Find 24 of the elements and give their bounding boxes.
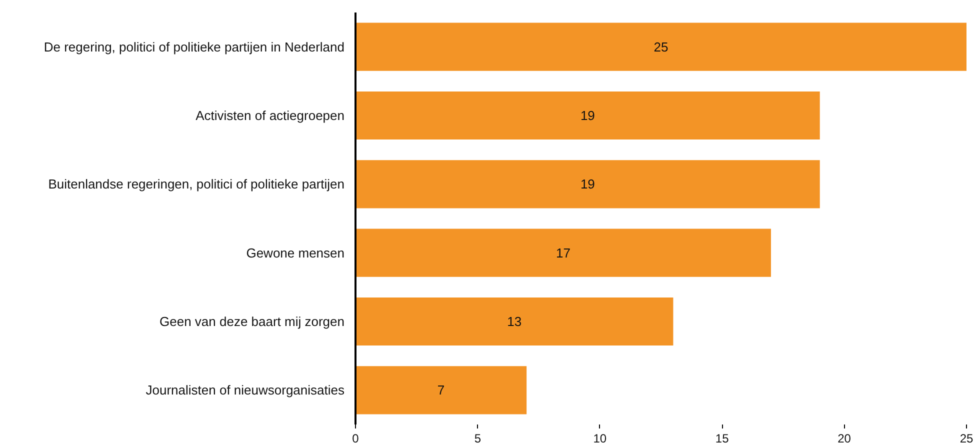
bar	[356, 297, 674, 346]
bar	[356, 22, 966, 71]
x-tick-label: 20	[838, 432, 852, 446]
y-tick-label: Gewone mensen	[246, 245, 344, 260]
bar	[356, 366, 527, 414]
x-tick-label: 10	[593, 432, 607, 446]
y-tick-label: Activisten of actiegroepen	[196, 108, 345, 123]
data-label: 19	[580, 176, 595, 192]
bar	[356, 91, 820, 140]
bar	[356, 228, 771, 277]
y-tick-label: Geen van deze baart mij zorgen	[160, 314, 345, 329]
y-tick-label: De regering, politici of politieke partijen in Nederland	[44, 39, 345, 54]
data-label: 17	[556, 245, 570, 260]
data-label: 13	[507, 314, 522, 329]
x-tick-label: 25	[960, 432, 974, 446]
y-tick-label: Journalisten of nieuwsorganisaties	[146, 382, 345, 398]
data-label: 25	[654, 39, 668, 54]
x-tick-label: 15	[715, 432, 730, 446]
x-tick-label: 5	[474, 432, 482, 446]
bar	[356, 160, 820, 208]
y-tick-label: Buitenlandse regeringen, politici of politieke partijen	[48, 176, 344, 192]
data-label: 19	[580, 108, 595, 123]
data-label: 7	[437, 382, 445, 398]
x-tick-label: 0	[352, 432, 360, 446]
